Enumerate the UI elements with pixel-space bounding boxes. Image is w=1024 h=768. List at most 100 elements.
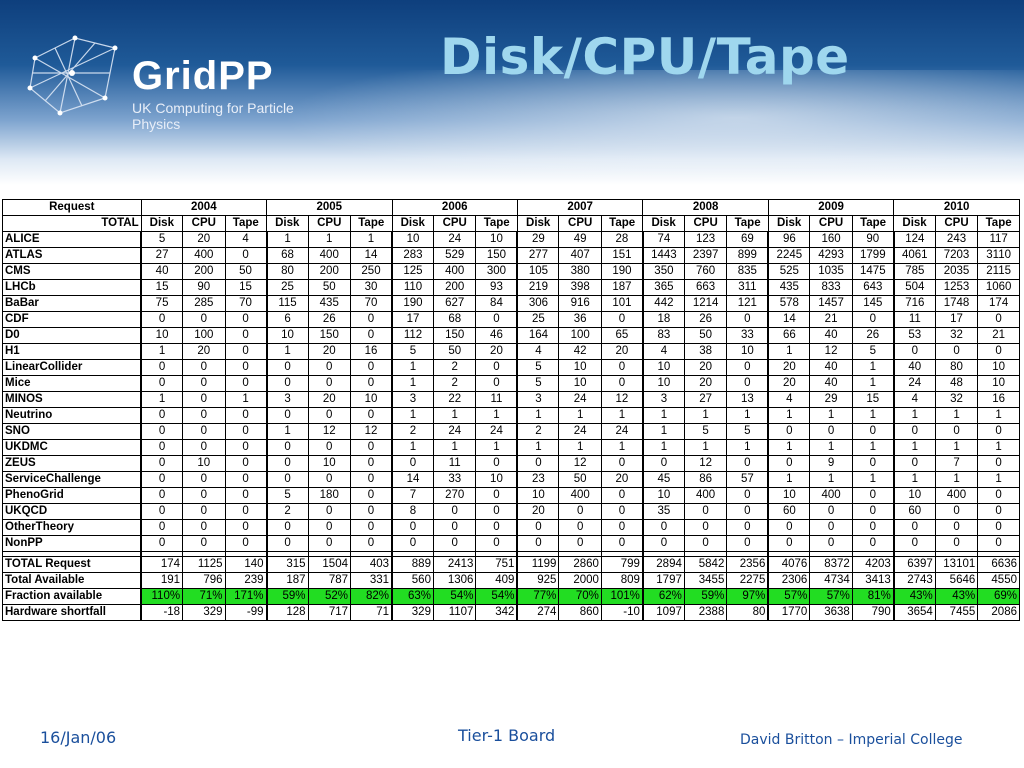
table-cell: 0 bbox=[224, 327, 268, 344]
table-cell: 9 bbox=[809, 455, 853, 472]
table-cell: 760 bbox=[683, 263, 728, 280]
table-cell: 0 bbox=[641, 519, 685, 536]
table-cell: 1 bbox=[307, 231, 352, 248]
table-cell: 10 bbox=[977, 359, 1020, 376]
table-cell: 0 bbox=[265, 375, 309, 392]
table-cell: 380 bbox=[558, 263, 602, 280]
table-cell: 3110 bbox=[977, 247, 1020, 264]
subheader-row: TOTAL Disk CPU Tape Disk CPU Tape Disk CPU Tape D… bbox=[2, 215, 1020, 232]
table-cell: 174 bbox=[140, 556, 184, 573]
table-cell: 190 bbox=[600, 263, 644, 280]
table-cell: 790 bbox=[851, 604, 895, 621]
table-cell: 0 bbox=[934, 519, 979, 536]
table-cell: 239 bbox=[224, 572, 268, 589]
table-cell: 0 bbox=[350, 375, 393, 392]
table-cell: 0 bbox=[140, 423, 184, 440]
table-cell: 5 bbox=[390, 343, 434, 360]
table-cell: 400 bbox=[432, 263, 477, 280]
table-cell: 2388 bbox=[683, 604, 728, 621]
table-cell: 889 bbox=[390, 556, 434, 573]
table-cell: 1 bbox=[934, 407, 979, 424]
table-cell: 4 bbox=[224, 231, 268, 248]
table-cell: 0 bbox=[726, 503, 769, 520]
table-cell: 0 bbox=[350, 407, 393, 424]
table-cell: 1 bbox=[600, 407, 644, 424]
table-cell: 1 bbox=[809, 407, 853, 424]
table-cell: 12 bbox=[809, 343, 853, 360]
table-cell: 200 bbox=[307, 263, 352, 280]
table-cell: 0 bbox=[224, 439, 268, 456]
summary-row: TOTAL Request 174 1125 140 315 1504 403 889 2413… bbox=[2, 556, 1020, 573]
table-cell: 21 bbox=[977, 327, 1020, 344]
table-cell: 350 bbox=[641, 263, 685, 280]
table-cell: 0 bbox=[390, 519, 434, 536]
table-cell: 0 bbox=[182, 359, 226, 376]
table-cell: 0 bbox=[140, 407, 184, 424]
table-cell: 835 bbox=[726, 263, 769, 280]
table-cell: 0 bbox=[182, 391, 226, 408]
table-cell: 925 bbox=[516, 572, 560, 589]
table-cell: 627 bbox=[432, 295, 477, 312]
table-cell: 1 bbox=[140, 391, 184, 408]
table-cell: 1 bbox=[641, 407, 685, 424]
table-cell: 11 bbox=[892, 311, 936, 328]
table-cell: 0 bbox=[934, 535, 979, 552]
table-cell: 10 bbox=[390, 231, 434, 248]
table-cell: 90 bbox=[182, 279, 226, 296]
table-cell: 80 bbox=[934, 359, 979, 376]
resource-table-container: Request 2004 2005 2006 2007 2008 2009 20… bbox=[2, 199, 1020, 621]
table-cell: 14 bbox=[390, 471, 434, 488]
table-cell: 0 bbox=[977, 503, 1020, 520]
table-cell: 300 bbox=[475, 263, 518, 280]
column-subheader: Disk bbox=[642, 215, 685, 232]
table-cell: 3 bbox=[641, 391, 685, 408]
table-cell: 112 bbox=[390, 327, 434, 344]
table-cell: 3638 bbox=[809, 604, 853, 621]
table-cell: 329 bbox=[390, 604, 434, 621]
table-cell: 0 bbox=[892, 343, 936, 360]
table-cell: 174 bbox=[977, 295, 1020, 312]
table-cell: 69 bbox=[726, 231, 769, 248]
table-cell: 0 bbox=[683, 503, 728, 520]
table-cell: 123 bbox=[683, 231, 728, 248]
table-cell: 0 bbox=[851, 423, 895, 440]
column-subheader: CPU bbox=[307, 215, 352, 232]
table-cell: 0 bbox=[224, 311, 268, 328]
table-cell: 10 bbox=[140, 327, 184, 344]
table-cell: 2860 bbox=[558, 556, 602, 573]
table-cell: 663 bbox=[683, 279, 728, 296]
table-cell: 1253 bbox=[934, 279, 979, 296]
table-cell: 329 bbox=[182, 604, 226, 621]
table-cell: 0 bbox=[350, 471, 393, 488]
table-cell: 0 bbox=[307, 519, 352, 536]
table-cell: 1097 bbox=[641, 604, 685, 621]
logo-wordmark: GridPP bbox=[132, 54, 274, 98]
table-cell: 16 bbox=[977, 391, 1020, 408]
table-cell: 1 bbox=[977, 471, 1020, 488]
table-cell: 1 bbox=[892, 471, 936, 488]
summary-row: Hardware shortfall -18 329 -99 128 717 71 329 11… bbox=[2, 604, 1020, 621]
table-cell: 0 bbox=[726, 455, 769, 472]
table-cell: 5 bbox=[683, 423, 728, 440]
table-cell: 40 bbox=[809, 359, 853, 376]
table-cell: 2035 bbox=[934, 263, 979, 280]
table-cell: 0 bbox=[977, 343, 1020, 360]
table-cell: 10 bbox=[892, 487, 936, 504]
column-subheader: CPU bbox=[934, 215, 979, 232]
table-cell: 0 bbox=[475, 455, 518, 472]
table-cell: 1 bbox=[892, 407, 936, 424]
table-cell: 0 bbox=[265, 455, 309, 472]
table-cell: 0 bbox=[140, 503, 184, 520]
table-body: ALICE 5 20 4 1 1 1 10 24 10 29 49 28 74 123 69 96 160 90 12… bbox=[2, 231, 1020, 621]
table-cell: 1 bbox=[767, 343, 811, 360]
table-cell: 5 bbox=[265, 487, 309, 504]
table-cell: 0 bbox=[224, 487, 268, 504]
table-cell: 6636 bbox=[977, 556, 1020, 573]
table-cell: 57% bbox=[809, 588, 853, 605]
table-cell: 1 bbox=[767, 471, 811, 488]
table-cell: 0 bbox=[851, 487, 895, 504]
slide-header: GridPP UK Computing for Particle Physics… bbox=[0, 0, 1024, 185]
table-cell: 0 bbox=[600, 375, 644, 392]
table-cell: 151 bbox=[600, 247, 644, 264]
footer-date: 16/Jan/06 bbox=[40, 728, 117, 747]
